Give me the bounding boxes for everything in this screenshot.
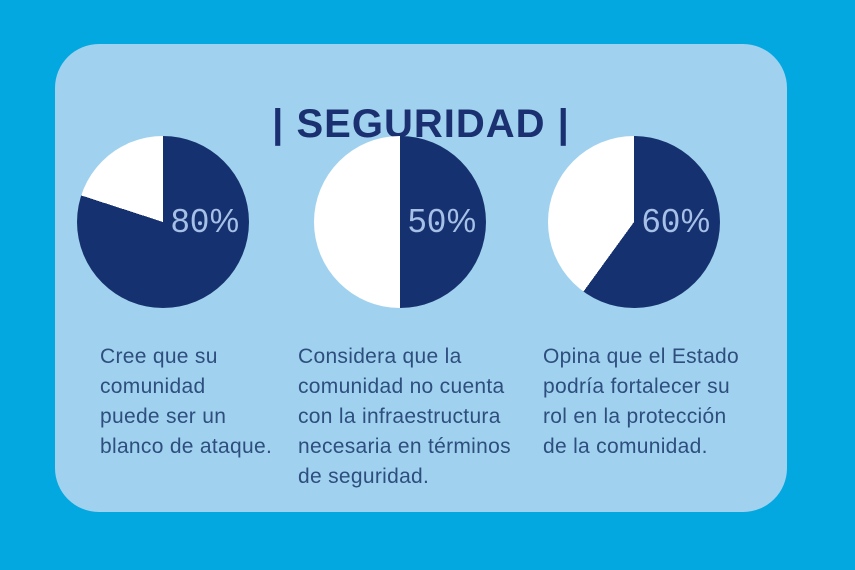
pie-chart-infrastructure: 50%	[314, 136, 486, 308]
pie-caption-attack-risk: Cree que su comunidad puede ser un blanc…	[100, 345, 273, 458]
pie-chart-state-role: 60%	[548, 136, 720, 308]
pie-percentage-label-50: 50%	[408, 202, 478, 240]
seguridad-card: | SEGURIDAD | 80% 50% 60% Cree que su co…	[55, 44, 787, 512]
pie-chart-attack-risk: 80%	[77, 136, 249, 308]
pie-percentage-label-60: 60%	[642, 202, 712, 240]
pie-caption-state-role: Opina que el Estado podría fortalecer su…	[543, 345, 740, 458]
pie-percentage-label-80: 80%	[171, 202, 241, 240]
pie-caption-infrastructure: Considera que la comunidad no cuenta con…	[298, 345, 511, 488]
